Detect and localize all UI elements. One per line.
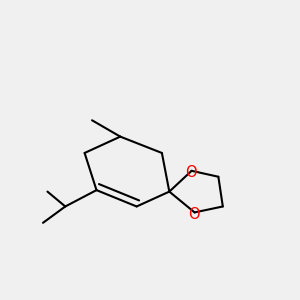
Text: O: O: [188, 207, 200, 222]
Text: O: O: [185, 165, 197, 180]
